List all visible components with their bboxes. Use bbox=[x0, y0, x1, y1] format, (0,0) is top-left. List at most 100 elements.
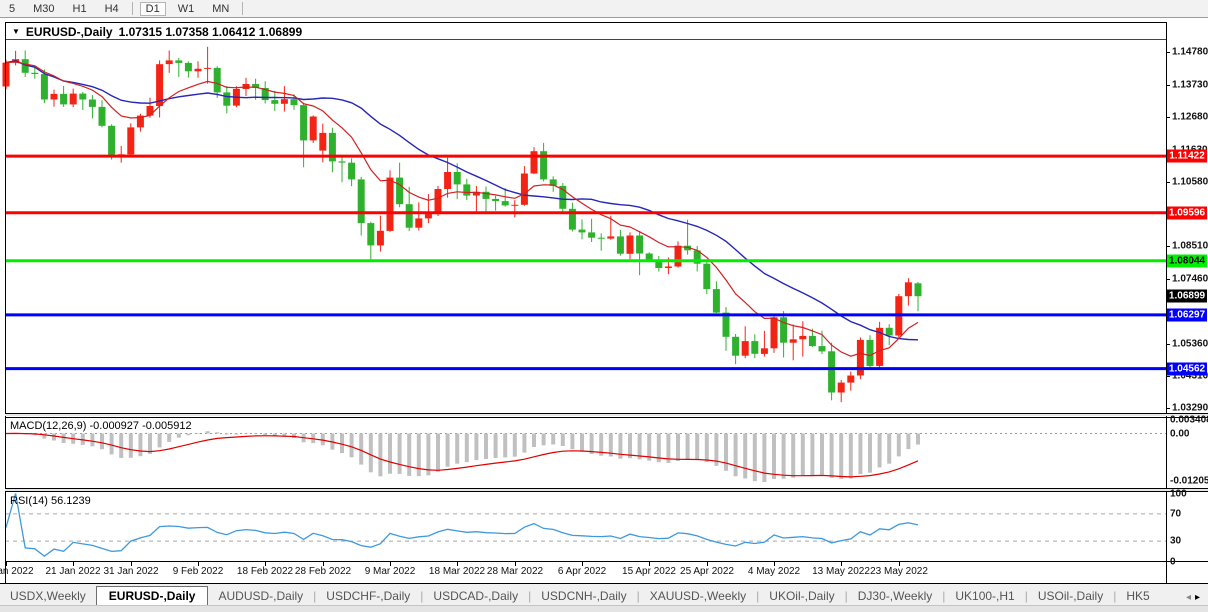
chart-tab-xauusd-weekly[interactable]: XAUUSD-,Weekly bbox=[649, 589, 747, 603]
chart-tab-usdcad-daily[interactable]: USDCAD-,Daily bbox=[433, 589, 519, 603]
candle-body bbox=[165, 60, 173, 65]
candle-body bbox=[184, 62, 192, 72]
candle-body bbox=[156, 64, 164, 106]
date-axis-label: 18 Feb 2022 bbox=[236, 566, 294, 577]
candle-body bbox=[213, 67, 221, 93]
window-menu-icon[interactable]: ▼ bbox=[12, 27, 20, 36]
chart-tab-audusd-daily[interactable]: AUDUSD-,Daily bbox=[218, 589, 304, 603]
price-axis-tick bbox=[1166, 85, 1170, 86]
rsi-axis-label: 0 bbox=[1170, 556, 1176, 568]
chart-tab-hk5[interactable]: HK5 bbox=[1126, 589, 1150, 603]
tab-separator: | bbox=[942, 589, 946, 603]
tab-separator: | bbox=[313, 589, 317, 603]
chart-tab-usdx-weekly[interactable]: USDX,Weekly bbox=[10, 589, 86, 603]
chart-tab-bar: USDX,Weekly EURUSD-,Daily AUDUSD-,Daily | US… bbox=[0, 584, 1208, 605]
status-bar bbox=[0, 605, 1208, 612]
date-axis-label: 18 Mar 2022 bbox=[428, 566, 486, 577]
timeframe-button-w1[interactable]: W1 bbox=[177, 2, 195, 15]
panel-splitter[interactable] bbox=[5, 414, 1208, 416]
date-axis-label: 9 Feb 2022 bbox=[172, 566, 224, 577]
date-axis-tick bbox=[323, 562, 324, 566]
date-axis-label: 28 Feb 2022 bbox=[294, 566, 352, 577]
rsi-value: 56.1239 bbox=[50, 495, 91, 507]
candle-body bbox=[684, 245, 692, 251]
chart-tab-usoil-daily[interactable]: USOil-,Daily bbox=[1037, 589, 1104, 603]
price-axis-tick bbox=[1166, 52, 1170, 53]
date-axis-tick bbox=[73, 562, 74, 566]
candle-body bbox=[799, 335, 807, 340]
candle-body bbox=[357, 179, 365, 224]
candle-body bbox=[866, 339, 874, 366]
candle-body bbox=[204, 67, 212, 69]
candle-body bbox=[338, 161, 346, 163]
candle-body bbox=[453, 172, 461, 185]
candle-body bbox=[98, 106, 106, 126]
tab-scroll-right-icon[interactable]: ▸ bbox=[1194, 592, 1200, 603]
timeframe-button-m30[interactable]: M30 bbox=[33, 2, 55, 15]
date-axis-tick bbox=[841, 562, 842, 566]
candle-body bbox=[60, 93, 68, 105]
candle-body bbox=[252, 84, 260, 88]
candle-body bbox=[770, 317, 778, 349]
price-axis-tick bbox=[1166, 408, 1170, 409]
candle-body bbox=[789, 339, 797, 343]
timeframe-button-5[interactable]: 5 bbox=[9, 2, 16, 15]
ma-slow-line bbox=[5, 60, 919, 341]
chart-tab-ukoil-daily[interactable]: UKOil-,Daily bbox=[769, 589, 835, 603]
chart-tab-uk100-h1[interactable]: UK100-,H1 bbox=[955, 589, 1015, 603]
chart-window-top-border bbox=[5, 22, 1167, 23]
candle-body bbox=[732, 336, 740, 356]
candle-body bbox=[549, 179, 557, 186]
candle-body bbox=[904, 282, 912, 297]
ma-fast-line bbox=[5, 61, 919, 357]
macd-indicator-label: MACD(12,26,9) -0.000927 -0.005912 bbox=[10, 420, 192, 432]
toolbar-separator bbox=[131, 2, 133, 15]
timeframe-button-h4[interactable]: H4 bbox=[104, 2, 119, 15]
panel-splitter[interactable] bbox=[5, 489, 1208, 491]
macd-values: -0.000927 -0.005912 bbox=[89, 420, 192, 432]
macd-axis-label: 0.00 bbox=[1170, 428, 1190, 440]
price-axis-tick bbox=[1166, 246, 1170, 247]
price-axis-tick bbox=[1166, 182, 1170, 183]
candle-body bbox=[386, 177, 394, 231]
tab-scroll-left-icon[interactable]: ◂ bbox=[1185, 592, 1191, 603]
date-axis-label: 12 Jan 2022 bbox=[0, 566, 34, 577]
rsi-axis-label: 30 bbox=[1170, 535, 1182, 547]
candle-body bbox=[876, 327, 884, 366]
date-axis-tick bbox=[198, 562, 199, 566]
candle-body bbox=[636, 235, 644, 254]
candle-body bbox=[405, 204, 413, 228]
candle-body bbox=[40, 74, 48, 100]
date-axis-tick bbox=[6, 562, 7, 566]
candle-body bbox=[559, 185, 567, 209]
candle-body bbox=[2, 62, 10, 87]
candle-body bbox=[50, 93, 58, 100]
timeframe-button-h1[interactable]: H1 bbox=[72, 2, 87, 15]
candle-body bbox=[376, 230, 384, 246]
candle-body bbox=[597, 237, 605, 239]
candle-body bbox=[645, 253, 653, 260]
price-axis-label: 1.07460 bbox=[1172, 273, 1208, 285]
date-axis-label: 4 May 2022 bbox=[747, 566, 801, 577]
rsi-line bbox=[5, 493, 919, 558]
chart-tab-usdchf-daily[interactable]: USDCHF-,Daily bbox=[326, 589, 411, 603]
timeframe-button-mn[interactable]: MN bbox=[212, 2, 230, 15]
candle-body bbox=[856, 339, 864, 376]
chart-ohlc-values: 1.07315 1.07358 1.06412 1.06899 bbox=[118, 25, 303, 39]
rsi-panel-bottom-border bbox=[5, 561, 1208, 562]
candle-body bbox=[511, 204, 519, 206]
timeframe-button-d1[interactable]: D1 bbox=[139, 1, 166, 16]
candle-body bbox=[482, 191, 490, 199]
candle-body bbox=[444, 172, 452, 189]
chart-tab-dj30-weekly[interactable]: DJ30-,Weekly bbox=[857, 589, 933, 603]
candle-body bbox=[664, 266, 672, 268]
tab-separator: | bbox=[1024, 589, 1028, 603]
candle-body bbox=[146, 106, 154, 116]
rsi-indicator-label: RSI(14) 56.1239 bbox=[10, 495, 91, 507]
price-badge-1.09596: 1.09596 bbox=[1167, 206, 1207, 220]
chart-tab-usdcnh-daily[interactable]: USDCNH-,Daily bbox=[541, 589, 627, 603]
chart-tab-eurusd-daily[interactable]: EURUSD-,Daily bbox=[95, 586, 209, 605]
candle-body bbox=[751, 341, 759, 354]
